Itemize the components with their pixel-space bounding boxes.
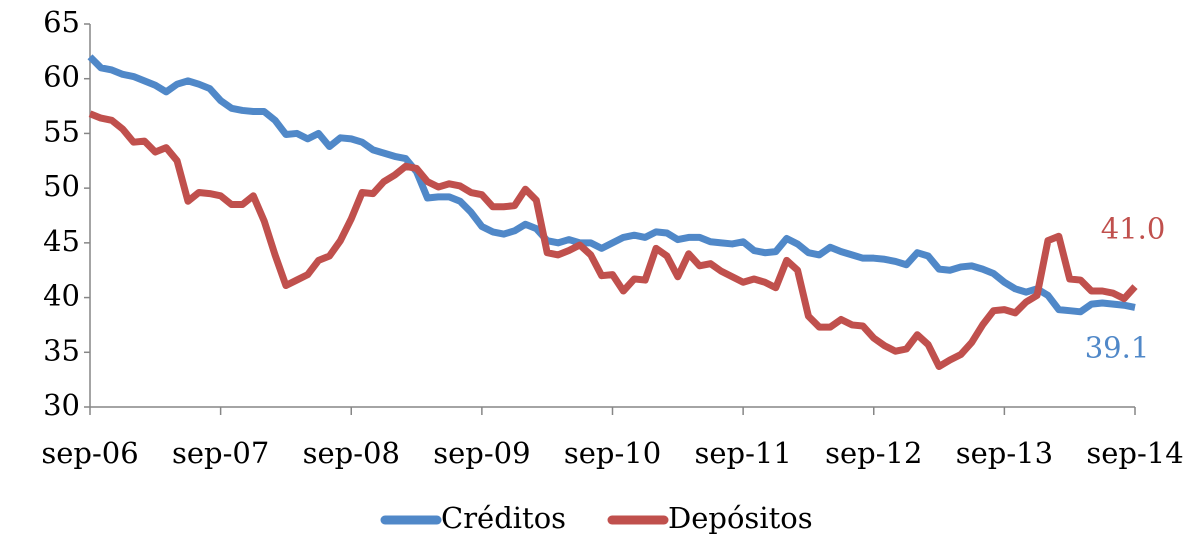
x-tick-label: sep-06 bbox=[41, 436, 138, 470]
x-tick-label: sep-10 bbox=[564, 436, 661, 470]
x-tick-label: sep-09 bbox=[433, 436, 530, 470]
legend-label: Créditos bbox=[441, 501, 566, 535]
x-tick-label: sep-12 bbox=[825, 436, 922, 470]
y-tick-label: 60 bbox=[43, 60, 80, 94]
x-tick-label: sep-14 bbox=[1086, 436, 1183, 470]
x-tick-label: sep-08 bbox=[303, 436, 400, 470]
legend-label: Depósitos bbox=[668, 501, 813, 535]
y-tick-label: 50 bbox=[43, 169, 80, 203]
line bbox=[88, 110, 1138, 371]
y-tick-label: 65 bbox=[43, 5, 80, 39]
y-tick-label: 45 bbox=[43, 224, 80, 258]
value-label: 39.1 bbox=[1085, 330, 1150, 364]
x-tick-label: sep-11 bbox=[694, 436, 791, 470]
x-tick-label: sep-13 bbox=[956, 436, 1053, 470]
line bbox=[87, 54, 1136, 316]
y-tick-label: 40 bbox=[43, 279, 80, 313]
y-tick-label: 35 bbox=[43, 333, 80, 367]
y-tick-label: 55 bbox=[43, 114, 80, 148]
x-tick-label: sep-07 bbox=[172, 436, 269, 470]
y-tick-label: 30 bbox=[43, 388, 80, 422]
value-label: 41.0 bbox=[1101, 212, 1166, 246]
